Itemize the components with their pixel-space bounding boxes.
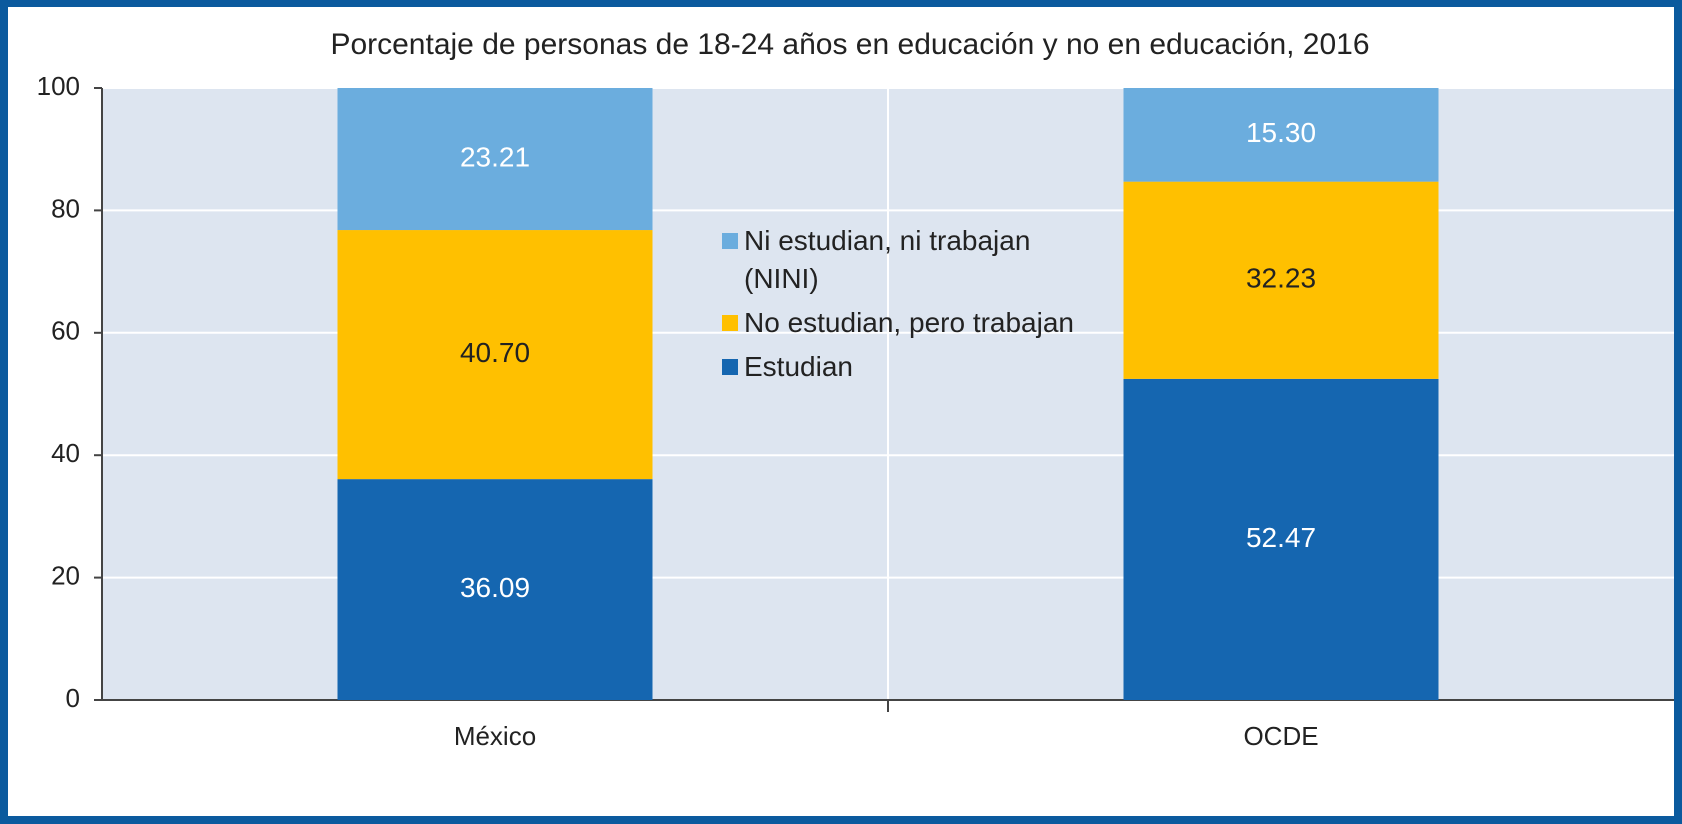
bar-segment	[337, 88, 653, 231]
bar-segment	[1123, 378, 1439, 700]
chart-title: Porcentaje de personas de 18-24 años en …	[330, 28, 1369, 61]
value-label: 36.09	[460, 572, 530, 603]
legend-swatch	[722, 359, 738, 375]
bar-segment	[337, 479, 653, 700]
legend-swatch	[722, 233, 738, 249]
y-tick-label: 0	[66, 683, 80, 713]
bar-segment	[337, 230, 653, 480]
y-tick-label: 60	[51, 316, 80, 346]
value-label: 52.47	[1246, 522, 1316, 553]
y-tick-label: 100	[37, 71, 80, 101]
value-label: 40.70	[460, 337, 530, 368]
y-tick-label: 20	[51, 560, 80, 590]
legend-swatch	[722, 315, 738, 331]
legend: Ni estudian, ni trabajan (NINI) No estudi…	[722, 222, 1102, 392]
y-tick-label: 40	[51, 438, 80, 468]
legend-item: Estudian	[722, 348, 1102, 386]
legend-label: Ni estudian, ni trabajan (NINI)	[744, 225, 1031, 294]
legend-item: Ni estudian, ni trabajan (NINI)	[722, 222, 1102, 298]
value-label: 15.30	[1246, 117, 1316, 148]
legend-label: No estudian, pero trabajan	[744, 307, 1074, 338]
value-label: 23.21	[460, 141, 530, 172]
legend-label: Estudian	[744, 351, 853, 382]
value-label: 32.23	[1246, 263, 1316, 294]
bar-segment	[1123, 88, 1439, 182]
bar-segment	[1123, 181, 1439, 379]
x-tick-label: México	[454, 721, 536, 751]
x-tick-label: OCDE	[1243, 721, 1318, 751]
legend-item: No estudian, pero trabajan	[722, 304, 1102, 342]
y-tick-label: 80	[51, 193, 80, 223]
